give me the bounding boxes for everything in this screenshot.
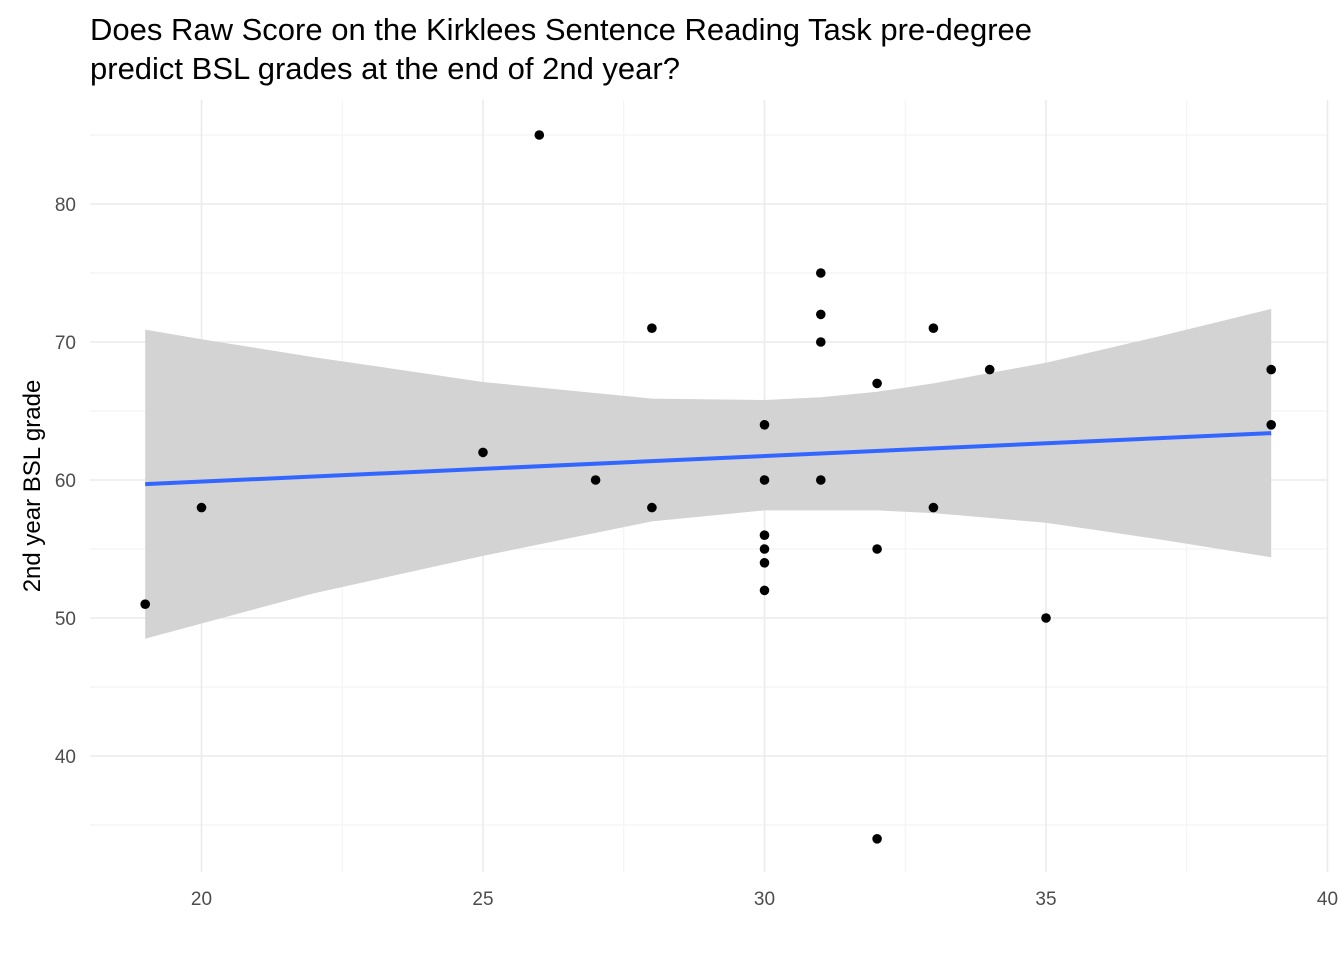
confidence-band	[145, 308, 1272, 639]
x-tick-label: 25	[472, 889, 493, 910]
data-point	[928, 502, 939, 513]
y-tick-label: 60	[55, 471, 76, 492]
data-point	[647, 323, 657, 334]
y-axis-title: 2nd year BSL grade	[19, 380, 46, 593]
y-tick-label: 50	[55, 609, 76, 630]
data-point	[759, 420, 770, 430]
data-point	[759, 544, 770, 554]
x-tick-label: 30	[754, 889, 775, 910]
data-point	[984, 364, 995, 375]
title-line-2: predict BSL grades at the end of 2nd yea…	[90, 51, 680, 86]
data-point	[872, 378, 882, 389]
data-point	[1266, 364, 1276, 375]
data-point	[196, 502, 207, 513]
data-point	[872, 834, 882, 844]
data-point	[872, 544, 882, 554]
data-point	[816, 337, 826, 347]
y-tick-label: 40	[55, 747, 76, 768]
data-point	[759, 558, 770, 568]
regression-line	[145, 431, 1272, 487]
data-point	[1266, 420, 1276, 430]
data-point	[816, 309, 826, 320]
x-tick-label: 40	[1317, 889, 1338, 910]
fit-line-layer	[145, 431, 1272, 487]
data-point	[759, 530, 770, 540]
data-point	[928, 323, 939, 334]
tick-labels: 20 25 30 35 40 40 50 60 70 80	[55, 195, 1338, 910]
data-points	[140, 130, 1276, 844]
chart-title: Does Raw Score on the Kirklees Sentence …	[90, 12, 1032, 86]
data-point	[1041, 613, 1051, 623]
data-point	[759, 475, 770, 485]
x-tick-label: 35	[1035, 889, 1056, 910]
title-line-1: Does Raw Score on the Kirklees Sentence …	[90, 12, 1032, 47]
confidence-band-layer	[145, 308, 1272, 639]
data-point	[647, 502, 657, 513]
data-point	[534, 130, 545, 140]
data-point	[140, 599, 150, 609]
data-point	[478, 447, 488, 458]
y-tick-label: 80	[55, 195, 76, 216]
data-point	[759, 585, 770, 596]
data-point	[816, 268, 826, 278]
data-point	[816, 475, 826, 485]
y-tick-label: 70	[55, 333, 76, 354]
data-point	[590, 475, 601, 485]
x-tick-label: 20	[191, 889, 212, 910]
